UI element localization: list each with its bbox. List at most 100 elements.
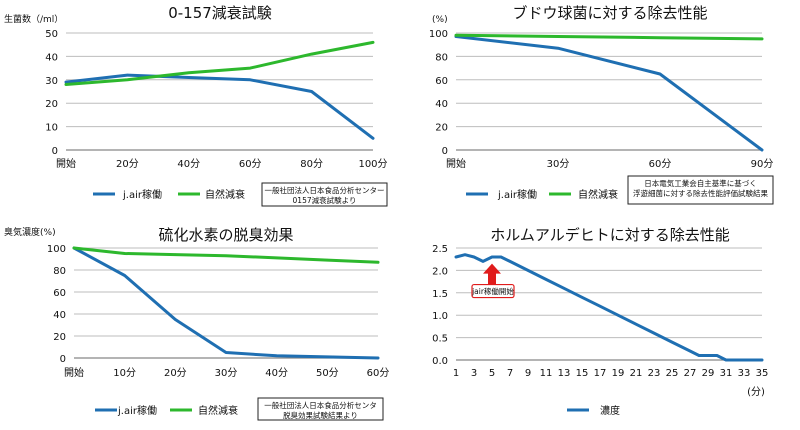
data-point	[376, 356, 380, 360]
data-point	[187, 76, 190, 79]
source-note-line: 一般社団法人日本食品分析センタ	[264, 400, 377, 410]
legend-label: 自然減衰	[198, 404, 238, 417]
y-tick-label: 30	[45, 76, 58, 87]
data-point	[616, 314, 620, 317]
x-tick-label: 30分	[547, 158, 570, 170]
x-tick-label: 1	[453, 368, 459, 379]
x-tick-label: 17	[594, 368, 607, 379]
data-point	[556, 35, 560, 38]
data-point	[326, 258, 329, 262]
x-tick-label: 開始	[64, 366, 84, 379]
data-point	[249, 78, 252, 82]
y-tick-label: 50	[45, 29, 58, 40]
data-point	[658, 36, 662, 39]
data-point	[724, 358, 728, 362]
data-point	[544, 278, 548, 281]
x-tick-label: 35	[756, 368, 769, 379]
data-point	[454, 34, 458, 37]
legend-label: 自然減衰	[205, 188, 245, 201]
x-tick-label: 開始	[446, 157, 466, 170]
data-point	[224, 351, 228, 354]
chart-title: 硫化水素の脱臭効果	[158, 226, 293, 244]
data-point	[249, 66, 252, 70]
data-point	[562, 287, 566, 290]
y-tick-label: 10	[45, 123, 58, 134]
series-line-2	[454, 33, 764, 41]
y-tick-label: 40	[45, 52, 58, 63]
y-tick-label: 2.0	[432, 266, 448, 277]
legend-label: 濃度	[600, 404, 620, 417]
x-tick-label: 20分	[116, 158, 139, 170]
y-tick-label: 0	[52, 146, 58, 157]
data-point	[371, 41, 375, 44]
annotation-box	[471, 283, 515, 299]
series-line-1	[454, 35, 764, 152]
x-axis-label: (分)	[747, 386, 765, 398]
data-point	[556, 47, 560, 50]
data-point	[508, 260, 512, 263]
data-point	[454, 255, 458, 259]
y-tick-label: 0	[60, 354, 66, 365]
x-tick-label: 33	[738, 368, 751, 379]
x-tick-label: 27	[684, 368, 697, 379]
chart-title: ブドウ球菌に対する除去性能	[512, 4, 707, 22]
x-tick-label: 13	[558, 368, 571, 379]
x-tick-label: 20分	[164, 367, 187, 379]
data-point	[697, 354, 701, 357]
grape-chart: ブドウ球菌に対する除去性能 (%) 0 20 40 60 80 100 開始 30分 60分 90分 j…	[429, 4, 774, 205]
chart-title: 0-157減衰試験	[168, 4, 272, 22]
data-point	[670, 340, 674, 344]
x-tick-label: 60分	[239, 158, 262, 170]
data-point	[472, 255, 476, 259]
x-tick-label: 30分	[215, 367, 238, 379]
y-tick-label: 20	[45, 99, 58, 110]
data-point	[123, 252, 126, 255]
data-point	[371, 137, 375, 140]
data-point	[463, 253, 467, 256]
data-point	[126, 73, 129, 77]
y-tick-label: 60	[53, 288, 66, 299]
data-point	[275, 256, 278, 260]
x-tick-label: 40分	[177, 158, 200, 170]
x-tick-label: 60分	[649, 158, 672, 170]
y-tick-label: 100	[429, 29, 448, 40]
series-line-2	[64, 40, 375, 86]
y-tick-label: 0.0	[432, 356, 448, 367]
data-point	[634, 322, 638, 326]
x-tick-label: 90分	[751, 158, 774, 170]
source-note-line: 脱臭効果試験結果より	[283, 410, 358, 420]
source-note-box	[257, 397, 384, 421]
y-tick-label: 1.0	[432, 311, 448, 322]
y-tick-label: 80	[435, 52, 448, 63]
y-axis-label: 生菌数（/ml）	[4, 13, 63, 25]
data-point	[715, 354, 719, 357]
legend-label: j.air稼働	[497, 188, 537, 201]
x-tick-label: 60分	[367, 367, 390, 379]
data-point	[499, 255, 503, 259]
x-tick-label: 11	[540, 368, 553, 379]
data-point	[760, 148, 764, 152]
x-tick-label: 7	[507, 368, 513, 379]
data-point	[64, 80, 68, 84]
y-tick-label: 40	[53, 310, 66, 321]
series-line-1	[64, 73, 375, 140]
y-tick-label: 80	[53, 266, 66, 277]
data-point	[760, 358, 764, 362]
data-point	[187, 71, 190, 74]
y-tick-label: 20	[53, 332, 66, 343]
chart-title: ホルムアルデヒトに対する除去性能	[490, 226, 730, 244]
data-point	[760, 37, 764, 41]
legend-label: 自然減衰	[578, 188, 618, 201]
x-tick-label: 19	[612, 368, 625, 379]
x-tick-label: 3	[471, 368, 477, 379]
y-tick-label: 20	[435, 123, 448, 134]
data-point	[174, 318, 177, 321]
data-point	[688, 349, 692, 353]
y-axis-label: (%)	[432, 15, 448, 25]
x-tick-label: 80分	[300, 158, 323, 170]
x-tick-label: 40分	[265, 367, 288, 379]
data-point	[481, 260, 485, 263]
